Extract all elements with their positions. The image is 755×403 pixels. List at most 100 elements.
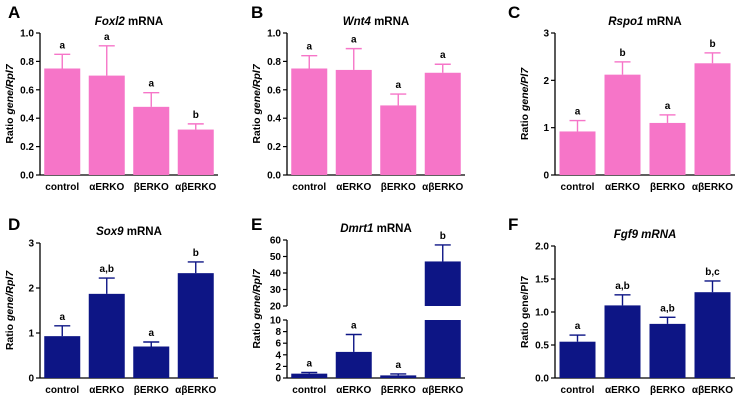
significance-label-2: a [148, 79, 154, 90]
bar-1 [604, 305, 641, 378]
chart-title: Foxl2 mRNA [95, 16, 163, 28]
significance-label-1: a,b [615, 281, 629, 292]
title-suffix: mRNA [125, 16, 163, 28]
significance-label-1: a [104, 32, 110, 43]
significance-label-2: a [395, 80, 401, 91]
y-tick-label: 1 [543, 123, 549, 134]
y-axis-label-italic: gene/Rpl7 [251, 63, 263, 115]
y-axis-label-plain: Ratio [519, 111, 531, 140]
significance-label-3: a [440, 50, 446, 61]
significance-label-3: b [709, 39, 715, 50]
x-tick-label-2: βERKO [381, 385, 416, 396]
title-suffix: mRNA [373, 223, 411, 235]
y-tick-label: 2 [28, 284, 34, 295]
title-suffix: mRNA [371, 16, 409, 28]
chart-title: Wnt4 mRNA [343, 16, 409, 28]
panel-label-c: C [508, 3, 520, 22]
bar-3 [177, 273, 214, 378]
x-tick-label-2: βERKO [650, 385, 685, 396]
y-axis-label-plain: Ratio [251, 320, 263, 349]
y-tick-label: 2 [543, 76, 549, 87]
x-tick-label-3: αβERKO [692, 182, 733, 193]
x-tick-label-2: βERKO [381, 182, 416, 193]
significance-label-2: a [148, 328, 154, 339]
bar-2 [380, 375, 417, 378]
y-tick-label: 50 [270, 252, 282, 263]
bar-3 [694, 63, 731, 175]
bar-0 [291, 68, 328, 175]
y-tick-label: 2.0 [535, 242, 549, 253]
y-axis-label-italic: gene/Pl7 [519, 67, 531, 112]
x-tick-label-3: αβERKO [175, 182, 216, 193]
y-axis-label: Ratio gene/Rpl7 [4, 63, 16, 144]
significance-label-3: b [193, 110, 199, 121]
y-tick-label: 1.5 [535, 275, 549, 286]
bar-1 [335, 351, 372, 378]
bar-0 [44, 336, 81, 378]
y-tick-label: 0.4 [20, 114, 34, 125]
bar-2 [649, 323, 686, 378]
y-axis-label-italic: gene/Rpl7 [4, 270, 16, 322]
y-tick-label: 0 [275, 374, 281, 385]
x-tick-label-1: αERKO [336, 182, 371, 193]
y-tick-label: 8 [275, 327, 281, 338]
y-tick-label: 0.2 [267, 142, 281, 153]
y-axis-label: Ratio gene/Rpl7 [251, 63, 263, 144]
y-tick-label: 6 [275, 339, 281, 350]
y-axis-label-italic: gene/Rpl7 [251, 268, 263, 320]
x-tick-label-2: βERKO [650, 182, 685, 193]
x-tick-label-1: αERKO [89, 182, 124, 193]
bar-2 [133, 106, 170, 175]
x-tick-label-3: αβERKO [175, 385, 216, 396]
bar-3 [694, 292, 731, 378]
title-suffix: mRNA [643, 16, 681, 28]
bar-0 [559, 341, 596, 378]
significance-label-0: a [59, 312, 65, 323]
significance-label-0: a [575, 321, 581, 332]
significance-label-1: b [619, 48, 625, 59]
chart-title: Sox9 mRNA [96, 226, 162, 238]
bar-3-upper [424, 261, 461, 306]
significance-label-0: a [306, 42, 312, 53]
chart-title: Fgf9 mRNA [614, 229, 677, 241]
significance-label-3: b,c [705, 267, 720, 278]
y-tick-label: 0.0 [20, 171, 34, 182]
y-axis-label-plain: Ratio [251, 115, 263, 144]
bar-1 [335, 69, 372, 175]
title-gene: Sox9 [96, 226, 124, 238]
bar-0 [559, 131, 596, 175]
y-tick-label: 1 [28, 329, 34, 340]
y-tick-label: 1.0 [535, 308, 549, 319]
significance-label-3: b [193, 248, 199, 259]
significance-label-2: a [665, 101, 671, 112]
x-tick-label-0: control [45, 385, 79, 396]
bar-1 [88, 293, 125, 378]
significance-label-0: a [575, 107, 581, 118]
x-tick-label-0: control [45, 182, 79, 193]
y-tick-label: 3 [543, 29, 549, 40]
bar-1 [604, 74, 641, 175]
x-tick-label-3: αβERKO [692, 385, 733, 396]
y-tick-label: 30 [270, 285, 282, 296]
x-tick-label-3: αβERKO [422, 385, 463, 396]
y-tick-label: 1.0 [20, 29, 34, 40]
y-axis-label: Ratio gene/Pl7 [519, 67, 531, 141]
bar-3 [424, 72, 461, 175]
bar-3 [177, 129, 214, 175]
significance-label-1: a,b [100, 264, 114, 275]
chart-title: Dmrt1 mRNA [340, 223, 412, 235]
y-tick-label: 0 [543, 171, 549, 182]
y-axis-label: Ratio gene/Rpl7 [251, 268, 263, 349]
bar-2 [133, 346, 170, 378]
significance-label-0: a [59, 40, 65, 51]
bar-1 [88, 75, 125, 175]
title-gene: Rspo1 [608, 16, 643, 28]
y-tick-label: 10 [270, 316, 282, 327]
significance-label-1: a [351, 321, 357, 332]
y-tick-label: 0.6 [20, 85, 34, 96]
x-tick-label-0: control [292, 182, 326, 193]
y-tick-label: 60 [270, 236, 282, 247]
panel-label-b: B [251, 3, 263, 22]
y-tick-label: 4 [275, 350, 281, 361]
